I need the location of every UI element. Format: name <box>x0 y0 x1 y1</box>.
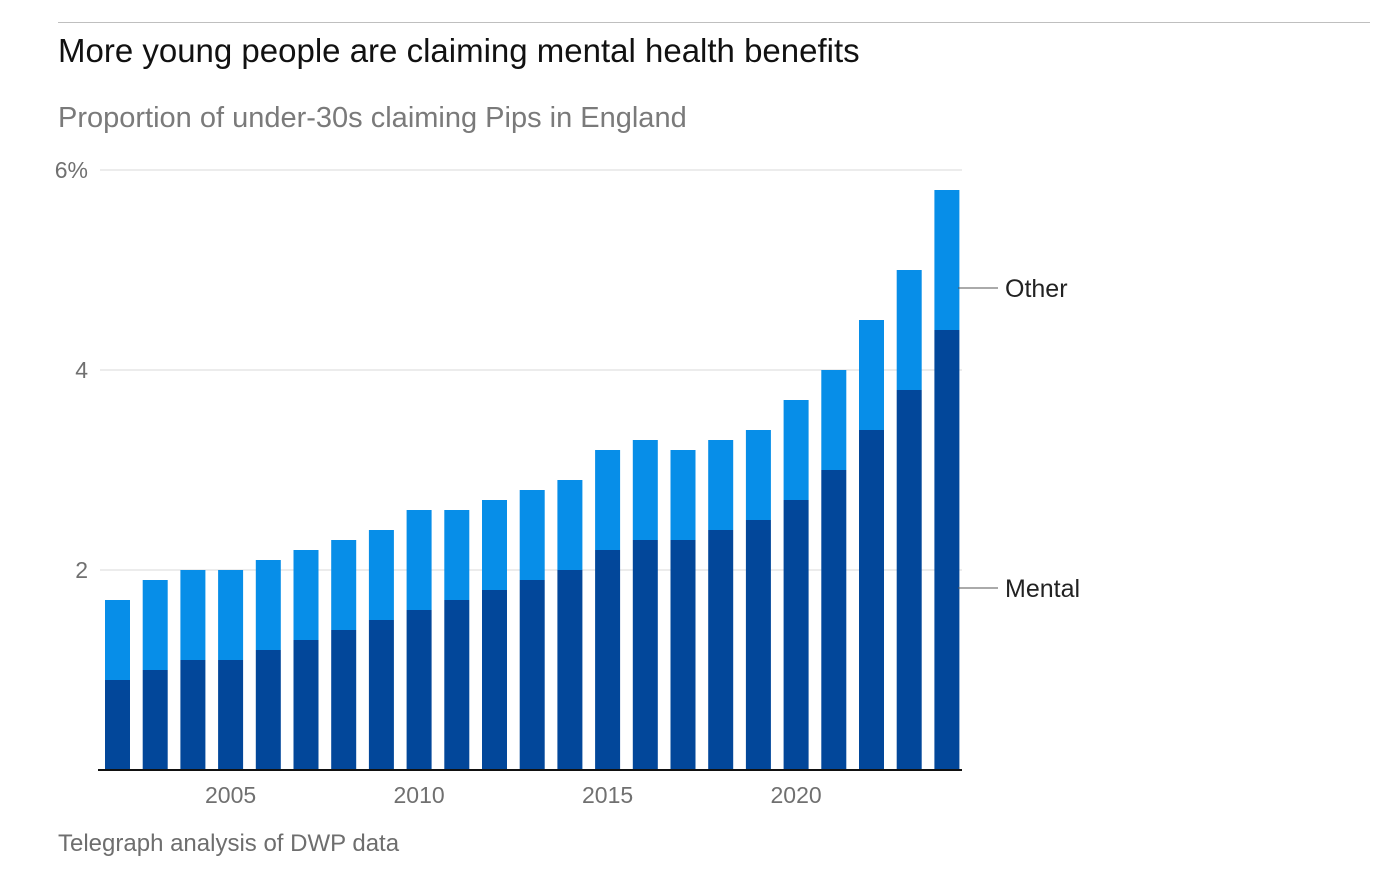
bar-mental-2018 <box>708 530 734 770</box>
bar-mental-2013 <box>519 580 545 770</box>
bar-other-2019 <box>745 430 771 520</box>
bar-other-2008 <box>331 540 357 630</box>
y-tick-label: 6% <box>55 157 88 183</box>
axes: 2 4 6% 2005 2010 2015 2020 <box>55 157 962 808</box>
bar-mental-2009 <box>368 620 394 770</box>
chart-subtitle: Proportion of under-30s claiming Pips in… <box>58 102 687 134</box>
bar-mental-2021 <box>821 470 847 770</box>
bar-other-2023 <box>896 270 922 390</box>
bar-mental-2022 <box>859 430 884 770</box>
bar-other-2002 <box>105 600 130 680</box>
bar-mental-2012 <box>482 590 507 770</box>
y-tick-label: 4 <box>75 357 88 383</box>
legend-mental-label: Mental <box>1005 575 1080 603</box>
bar-mental-2007 <box>293 640 319 770</box>
bar-mental-2011 <box>444 600 470 770</box>
bar-other-2013 <box>519 490 545 580</box>
bars <box>105 190 960 770</box>
source-note: Telegraph analysis of DWP data <box>58 830 400 857</box>
bar-mental-2020 <box>783 500 809 770</box>
bar-other-2003 <box>142 580 168 670</box>
bar-mental-2010 <box>406 610 432 770</box>
bar-other-2010 <box>406 510 432 610</box>
bar-mental-2024 <box>934 330 960 770</box>
bar-other-2018 <box>708 440 734 530</box>
bar-other-2021 <box>821 370 847 470</box>
x-tick-label: 2010 <box>394 782 445 808</box>
legend: Other Mental <box>958 275 1080 603</box>
bar-other-2011 <box>444 510 470 600</box>
bar-mental-2005 <box>218 660 244 770</box>
bar-other-2015 <box>595 450 621 550</box>
bar-mental-2004 <box>180 660 206 770</box>
bar-other-2014 <box>557 480 583 570</box>
bar-mental-2002 <box>105 680 130 770</box>
y-tick-label: 2 <box>75 557 88 583</box>
bar-other-2024 <box>934 190 960 330</box>
bar-other-2016 <box>632 440 658 540</box>
bar-mental-2015 <box>595 550 621 770</box>
bar-other-2012 <box>482 500 507 590</box>
bar-other-2017 <box>670 450 696 540</box>
bar-mental-2008 <box>331 630 357 770</box>
x-tick-label: 2020 <box>771 782 822 808</box>
bar-other-2009 <box>368 530 394 620</box>
bar-mental-2017 <box>670 540 696 770</box>
top-rule <box>58 22 1370 23</box>
bar-mental-2003 <box>142 670 168 770</box>
bar-mental-2014 <box>557 570 583 770</box>
bar-mental-2016 <box>632 540 658 770</box>
chart-title: More young people are claiming mental he… <box>58 32 860 69</box>
bar-other-2007 <box>293 550 319 640</box>
bar-mental-2023 <box>896 390 922 770</box>
bar-mental-2019 <box>745 520 771 770</box>
bar-other-2006 <box>255 560 281 650</box>
bar-other-2004 <box>180 570 206 660</box>
x-tick-label: 2005 <box>205 782 256 808</box>
bar-other-2020 <box>783 400 809 500</box>
bar-other-2022 <box>859 320 884 430</box>
legend-other-label: Other <box>1005 275 1068 303</box>
x-tick-label: 2015 <box>582 782 633 808</box>
bar-mental-2006 <box>255 650 281 770</box>
bar-other-2005 <box>218 570 244 660</box>
